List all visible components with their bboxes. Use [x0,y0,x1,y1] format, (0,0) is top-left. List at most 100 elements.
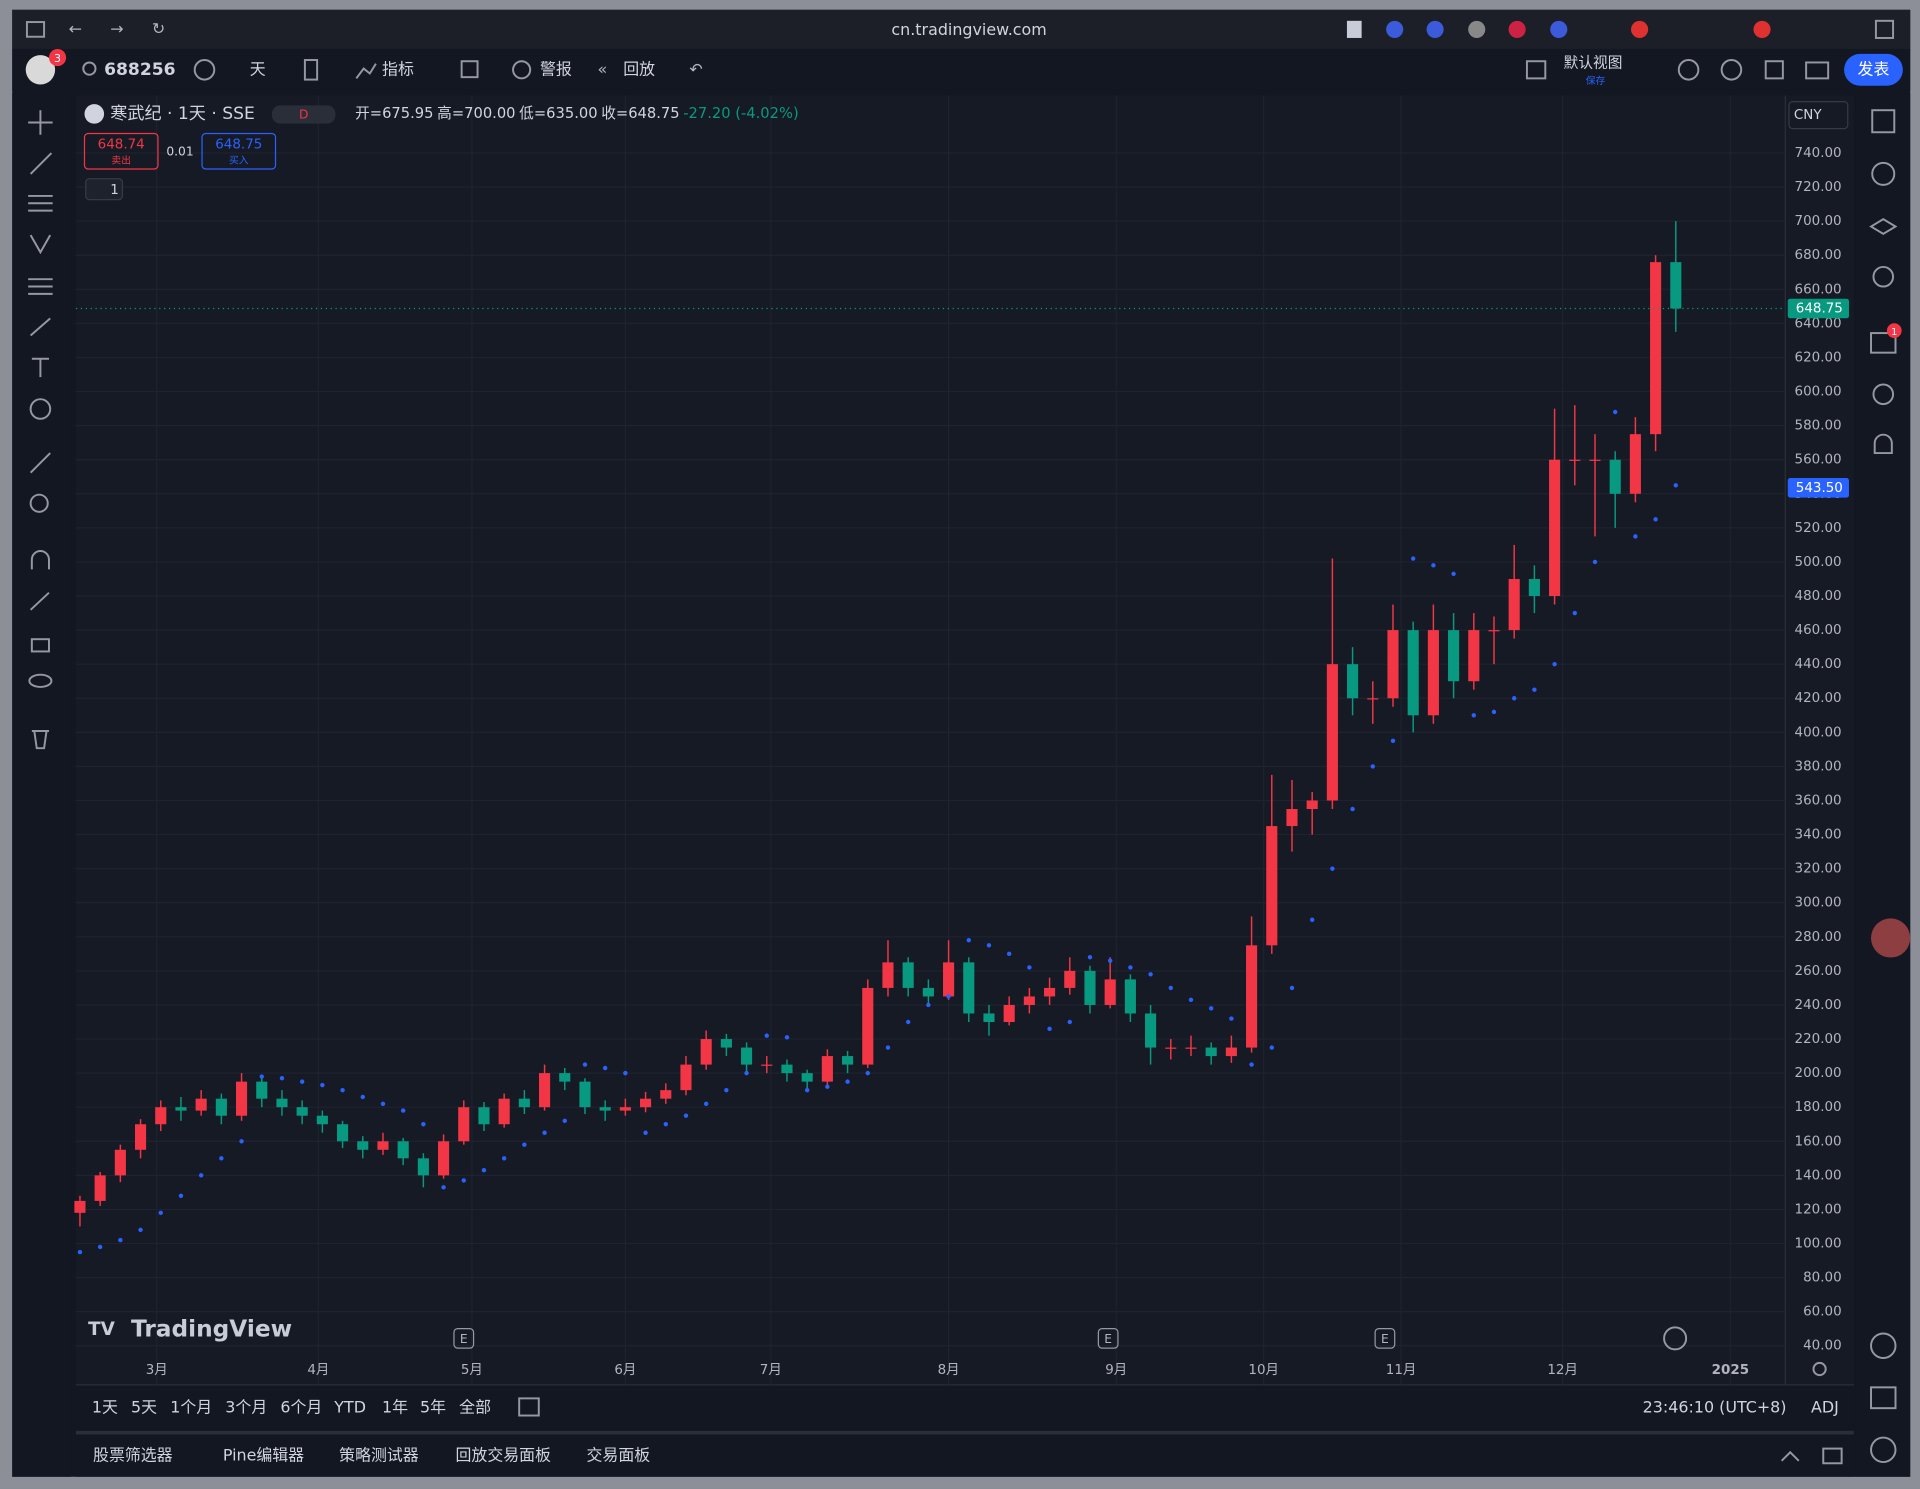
zoom-tool[interactable] [29,493,49,513]
range[interactable]: YTD [333,1398,366,1417]
y-tick-label: 300.00 [1795,896,1842,911]
y-tick-label: 720.00 [1795,180,1842,195]
sell-button[interactable] [83,132,159,170]
sell-label[interactable]: 卖出 [111,153,131,166]
fullscreen[interactable] [1764,60,1784,80]
range[interactable]: 5年 [420,1398,446,1417]
range[interactable]: 3个月 [225,1398,267,1417]
text-tool[interactable] [31,357,49,378]
indicator-toggle[interactable] [85,178,124,201]
panel-tab[interactable]: 交易面板 [587,1445,651,1464]
sar-dot [744,1070,749,1076]
ext-icon[interactable] [1550,20,1568,38]
streams[interactable] [1872,383,1895,406]
lock-draw-tool[interactable] [29,591,50,611]
dividend-marker[interactable] [1663,1326,1688,1351]
collapse[interactable] [1780,1450,1800,1462]
buy-label[interactable]: 买入 [229,154,249,166]
ideas[interactable] [1872,265,1895,288]
panel-tab[interactable]: 股票筛选器 [93,1445,173,1464]
event-marker[interactable] [1097,1327,1119,1349]
candle-body [761,1064,773,1066]
lock-tool[interactable] [30,638,50,653]
buy-price[interactable]: 648.75 [215,138,262,153]
ohlc-low: 低=635.00 [519,105,597,122]
watchlist[interactable] [1871,109,1896,134]
compare-icon[interactable] [193,59,216,81]
layout-icon[interactable] [1525,60,1547,80]
currency[interactable]: CNY [1794,108,1822,123]
delete-tool[interactable] [31,730,49,750]
chats[interactable] [1870,332,1897,354]
range[interactable]: 6个月 [280,1398,322,1417]
date-range-icon[interactable] [518,1397,540,1417]
symbol[interactable]: 688256 [104,60,176,80]
indicator-count[interactable]: 1 [110,183,119,198]
settings[interactable] [1720,59,1743,81]
panel-tab[interactable]: Pine编辑器 [223,1445,304,1464]
ext-icon[interactable] [1346,20,1362,38]
emoji-tool[interactable] [29,398,52,420]
trendline-tool[interactable] [29,152,53,175]
buy-button[interactable] [201,132,277,170]
floating-button[interactable] [1871,918,1911,958]
templates-icon[interactable] [460,60,479,79]
indicators[interactable]: 指标 [382,59,414,78]
sidebar-icon[interactable] [25,21,46,38]
snapshot[interactable] [1805,61,1830,80]
forward[interactable]: → [110,19,123,38]
reload[interactable]: ↻ [152,19,165,38]
range[interactable]: 1个月 [170,1398,212,1417]
publish-button[interactable] [1844,53,1903,86]
range[interactable]: 1年 [382,1398,408,1417]
magnet-tool[interactable] [30,550,50,570]
ext-icon[interactable] [1468,20,1486,38]
brush-tool[interactable] [29,317,51,337]
alerts[interactable]: 警报 [540,59,572,78]
back[interactable]: ← [69,19,82,38]
projection-tool[interactable] [28,278,53,295]
replay[interactable]: 回放 [623,59,655,78]
sell-price[interactable]: 648.74 [98,138,145,153]
notifications[interactable] [1873,433,1893,455]
sar-dot [360,1094,365,1100]
range[interactable]: 全部 [459,1398,491,1417]
range[interactable]: 1天 [92,1398,118,1417]
alerts-panel[interactable] [1871,161,1896,186]
adj[interactable]: ADJ [1811,1398,1839,1417]
layout[interactable]: 默认视图 [1564,55,1623,72]
chart-type-icon[interactable] [303,59,319,81]
candle-body [1225,1047,1237,1057]
hide-tool[interactable] [28,673,53,688]
measure-tool[interactable] [29,452,51,474]
sar-dot [986,943,992,948]
url[interactable]: cn.tradingview.com [891,20,1046,39]
ext-icon[interactable] [1753,20,1771,38]
calendar[interactable] [1870,1386,1897,1410]
range[interactable]: 5天 [131,1398,157,1417]
panel-tab[interactable]: 回放交易面板 [456,1445,552,1464]
crosshair-tool[interactable] [28,110,53,135]
fib-tool[interactable] [28,194,53,212]
pattern-tool[interactable] [29,234,52,255]
panel-tab[interactable]: 策略测试器 [339,1445,419,1464]
event-marker[interactable] [453,1327,475,1349]
currency-box[interactable] [1788,101,1849,130]
ext-icon[interactable] [1386,20,1404,38]
interval[interactable]: 天 [250,59,266,78]
maximize[interactable] [1822,1447,1843,1465]
event-marker[interactable] [1374,1327,1396,1349]
ext-icon[interactable] [1426,20,1444,38]
help[interactable] [1870,1436,1897,1464]
avatar[interactable] [25,55,56,85]
quick-search[interactable] [1677,59,1700,81]
publish[interactable]: 发表 [1858,59,1890,78]
axis-settings[interactable] [1812,1361,1827,1377]
undo[interactable]: ↶ [689,59,702,78]
split-icon[interactable] [1874,19,1895,39]
data-window[interactable] [1870,1332,1897,1359]
y-tick-label: 340.00 [1795,828,1842,843]
layers[interactable] [1869,218,1898,236]
ext-icon[interactable] [1508,20,1526,38]
ext-icon[interactable] [1631,20,1649,38]
